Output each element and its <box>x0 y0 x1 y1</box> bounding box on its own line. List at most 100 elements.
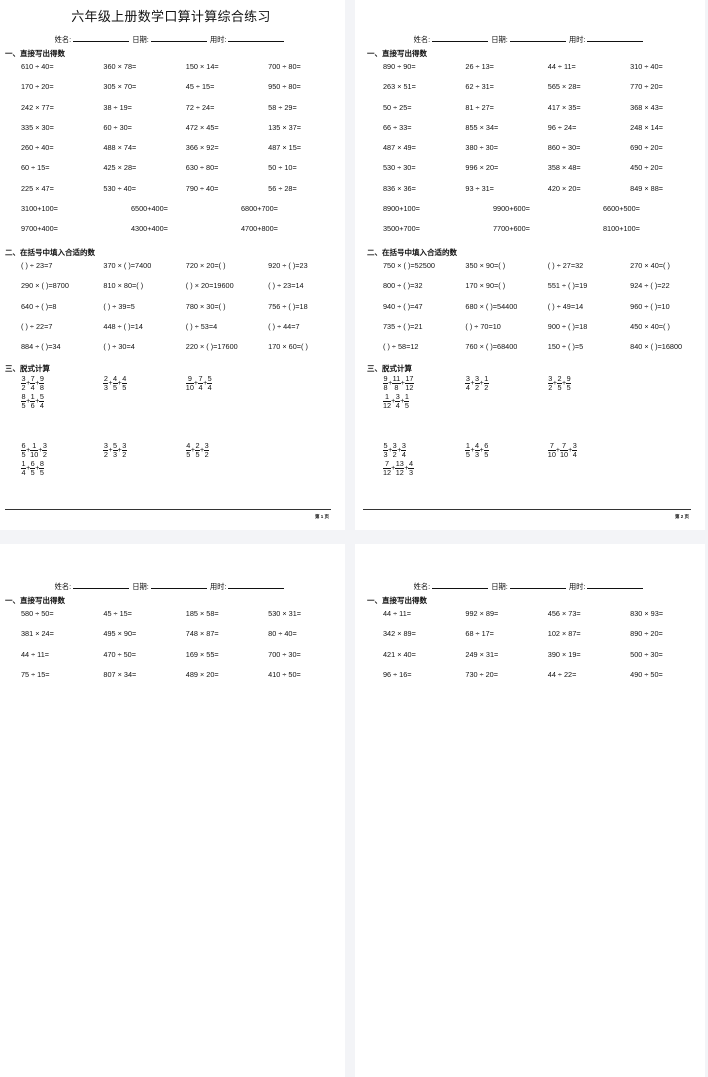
numerator: 3 <box>204 441 210 451</box>
plus-sign: + <box>388 380 393 387</box>
section-direct-answers: 一、直接写出得数 890 ÷ 90= 26 ÷ 13= 44 ÷ 11= 310 ÷ 4… <box>367 47 705 240</box>
problem: ( ) ÷ 49=14 <box>547 301 584 311</box>
numerator: 9 <box>566 374 572 384</box>
problem: ( ) ÷ 23=7 <box>21 261 53 270</box>
plus-sign: + <box>108 380 113 387</box>
problem: 735 ÷ ( )=21 <box>383 321 423 331</box>
problem: 260 ÷ 40= <box>21 143 54 153</box>
problem: 760 × ( )=68400 <box>465 342 518 352</box>
numerator: 7 <box>30 374 36 384</box>
denominator: 4 <box>572 450 577 459</box>
name-blank[interactable] <box>73 34 130 42</box>
problem: 417 × 35= <box>547 102 581 112</box>
name-blank[interactable] <box>432 34 489 42</box>
problem: 780 × 30=( ) <box>185 301 226 311</box>
time-blank[interactable] <box>228 34 285 42</box>
problem-row: 640 ÷ ( )=8 ( ) ÷ 39=5 780 × 30=( ) 756 ÷ (… <box>5 297 345 317</box>
numerator: 1 <box>383 393 392 402</box>
denominator: 12 <box>395 468 404 477</box>
denominator: 2 <box>204 450 209 459</box>
problem: 470 ÷ 50= <box>103 649 137 659</box>
denominator: 10 <box>560 450 569 459</box>
fraction-expression: 6 5 +1 10 +3 2 <box>21 442 103 459</box>
problem: 950 ÷ 80= <box>268 82 301 92</box>
problem-row: 290 × ( )=8700 810 × 80=( ) ( ) × 20=19600… <box>5 276 345 296</box>
time-blank[interactable] <box>228 581 285 589</box>
numerator: 3 <box>474 374 480 384</box>
fraction-expression: 1 5 +4 3 +6 5 <box>465 442 547 459</box>
problem-row: ( ) ÷ 22=7 448 ÷ ( )=14 ( ) ÷ 53=4 ( ) ÷ 44… <box>5 317 345 337</box>
problem-row: 75 ÷ 15= 807 × 34= 489 × 20= 410 ÷ 50= <box>5 665 345 685</box>
plus-sign: + <box>190 447 195 454</box>
plus-sign: + <box>470 447 475 454</box>
problem-row: 735 ÷ ( )=21 ( ) ÷ 70=10 900 ÷ ( )=18 450 ×… <box>367 317 705 337</box>
fraction-expression: 9 8 +11 8 +17 12 <box>383 375 465 392</box>
problem: 4700+800= <box>241 224 278 234</box>
plus-sign: + <box>397 447 402 454</box>
numerator: 13 <box>395 459 405 469</box>
plus-sign: + <box>203 380 208 387</box>
date-blank[interactable] <box>150 34 207 42</box>
denominator: 5 <box>557 383 562 392</box>
fraction-expression: 8 5 +1 6 +5 4 <box>21 393 103 410</box>
problem: ( ) ÷ 23=14 <box>268 281 304 291</box>
plus-sign: + <box>404 465 409 472</box>
section-direct-answers: 一、直接写出得数 44 ÷ 11= 992 × 89= 456 × 73= 830 × … <box>367 594 705 685</box>
problem: 530 × 31= <box>268 609 302 618</box>
fraction-expression: 3 2 +5 3 +3 2 <box>103 442 185 459</box>
date-blank[interactable] <box>509 34 566 42</box>
fraction: 1 10 <box>30 442 39 459</box>
fraction-row: 9 8 +11 8 +17 12 3 4 +3 2 +1 2 3 2 +2 5 +9 5 1 12 +3 4 +1 5 <box>367 372 705 439</box>
problem: 680 × ( )=54400 <box>465 301 518 311</box>
plus-sign: + <box>400 398 405 405</box>
numerator: 7 <box>198 374 204 384</box>
problem: ( ) ÷ 27=32 <box>547 261 584 270</box>
denominator: 12 <box>383 468 392 477</box>
fraction: 11 8 <box>392 375 401 392</box>
problem: 26 ÷ 13= <box>465 62 494 71</box>
numerator: 3 <box>121 441 127 451</box>
denominator: 5 <box>21 450 26 459</box>
denominator: 2 <box>122 450 127 459</box>
denominator: 2 <box>42 450 47 459</box>
numerator: 1 <box>404 392 410 402</box>
denominator: 3 <box>113 450 118 459</box>
problem: 6800+700= <box>241 204 278 214</box>
problem: 44 ÷ 11= <box>383 609 412 618</box>
name-label: 姓名: <box>54 35 72 44</box>
fraction-expression: 2 3 +4 5 +4 5 <box>103 375 185 392</box>
problem: ( ) ÷ 39=5 <box>103 301 135 311</box>
fraction-row: 5 3 +3 2 +3 4 1 5 +4 3 +6 5 7 10 +7 10 +3 4 7 12 +13 12 +4 3 <box>367 439 705 506</box>
denominator: 2 <box>392 450 397 459</box>
name-blank[interactable] <box>432 581 489 589</box>
date-blank[interactable] <box>509 581 566 589</box>
problem: 530 ÷ 30= <box>383 163 416 173</box>
time-blank[interactable] <box>587 581 644 589</box>
name-blank[interactable] <box>73 581 130 589</box>
problem: 807 × 34= <box>103 669 137 679</box>
problem: 366 × 92= <box>185 143 219 153</box>
problem: 58 ÷ 29= <box>268 102 297 112</box>
problem: 358 × 48= <box>547 163 581 173</box>
problem-row: 530 ÷ 30= 996 × 20= 358 × 48= 450 ÷ 20= <box>367 158 705 178</box>
numerator: 3 <box>401 441 407 451</box>
denominator: 8 <box>394 383 399 392</box>
problem-row: 3100+100= 6500+400= 6800+700= <box>5 199 345 219</box>
problem: 6500+400= <box>131 204 168 214</box>
problem: 770 ÷ 20= <box>630 82 663 92</box>
problem: 6600+500= <box>603 204 640 214</box>
time-blank[interactable] <box>587 34 644 42</box>
date-blank[interactable] <box>150 581 207 589</box>
problem: 836 × 36= <box>383 183 416 193</box>
problem: 169 × 55= <box>185 649 219 659</box>
